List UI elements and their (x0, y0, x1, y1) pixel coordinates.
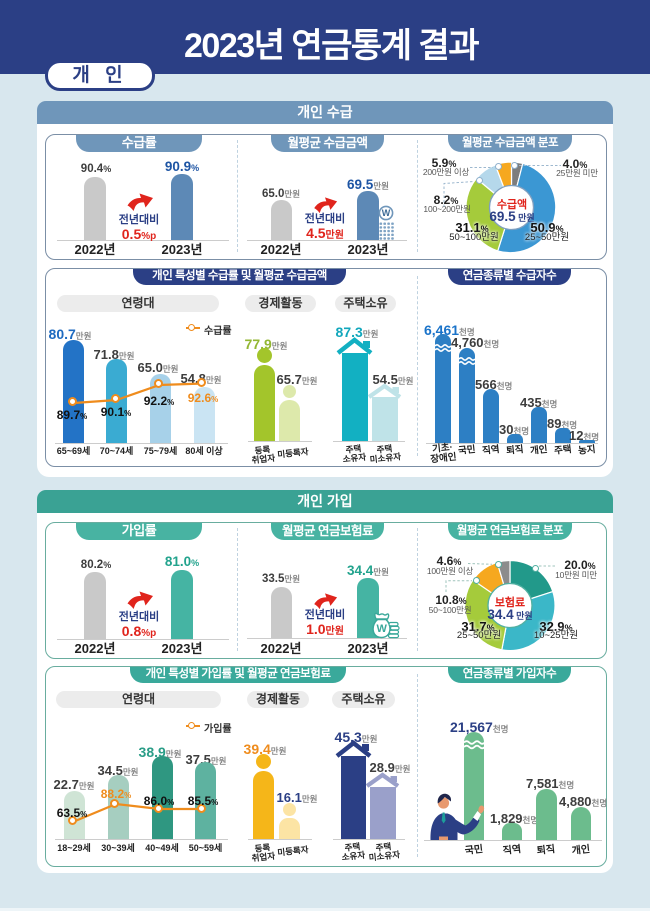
svg-text:W: W (377, 623, 388, 635)
svg-text:W: W (382, 208, 391, 218)
